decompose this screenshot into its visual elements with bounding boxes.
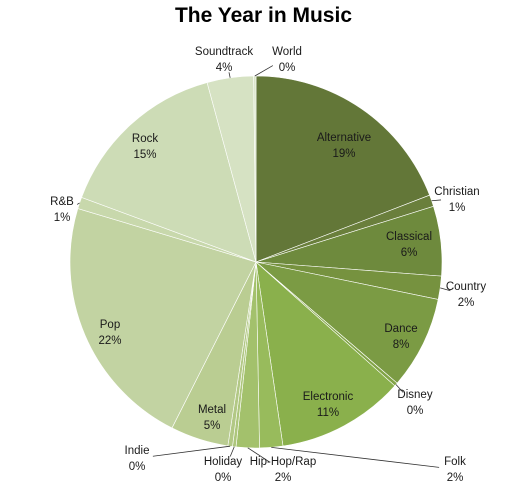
slice-percent-indie: 0% <box>129 461 146 473</box>
slice-percent-pop: 22% <box>98 335 121 347</box>
leader-line-r-b <box>76 202 80 205</box>
pie-slice-world <box>253 75 257 263</box>
slice-label-electronic: Electronic <box>303 391 354 403</box>
slice-percent-classical: 6% <box>401 247 418 259</box>
leader-line-country <box>440 287 451 292</box>
slice-label-folk: Folk <box>444 456 466 468</box>
slice-label-christian: Christian <box>434 186 479 198</box>
leader-line-folk <box>271 446 440 468</box>
slice-percent-dance: 8% <box>393 339 410 351</box>
chart-title: The Year in Music <box>174 4 352 27</box>
pie-slice-alternative <box>255 75 430 263</box>
slice-percent-rock: 15% <box>133 149 156 161</box>
pie-slice-pop <box>69 208 257 429</box>
slice-label-alternative: Alternative <box>317 132 371 144</box>
slice-label-world: World <box>272 46 302 58</box>
leader-line-christian <box>431 199 442 202</box>
pie-slice-rock <box>81 82 257 263</box>
slice-label-country: Country <box>446 281 487 293</box>
pie-slice-electronic <box>255 261 396 447</box>
slice-label-soundtrack: Soundtrack <box>195 46 253 58</box>
leader-line-holiday <box>229 446 235 457</box>
slice-percent-metal: 5% <box>204 420 221 432</box>
slice-percent-folk: 2% <box>447 472 464 484</box>
slice-percent-world: 0% <box>279 62 296 74</box>
pie-slice-dance <box>254 261 439 384</box>
slice-percent-christian: 1% <box>449 202 466 214</box>
slice-percent-alternative: 19% <box>332 148 355 160</box>
slice-label-disney: Disney <box>397 389 432 401</box>
slice-percent-disney: 0% <box>407 405 424 417</box>
leader-line-indie <box>152 445 231 457</box>
slice-percent-r-b: 1% <box>54 212 71 224</box>
slice-percent-soundtrack: 4% <box>216 62 233 74</box>
slice-percent-electronic: 11% <box>317 407 339 419</box>
slice-label-r-b: R&B <box>50 196 74 208</box>
slice-label-dance: Dance <box>384 323 417 335</box>
slice-label-pop: Pop <box>100 319 120 331</box>
slice-label-hip-hop-rap: Hip-Hop/Rap <box>250 456 316 468</box>
slice-label-classical: Classical <box>386 231 432 243</box>
slice-percent-hip-hop-rap: 2% <box>275 472 292 484</box>
slice-percent-holiday: 0% <box>215 472 232 484</box>
leader-line-soundtrack <box>228 72 231 78</box>
slice-label-rock: Rock <box>132 133 158 145</box>
leader-line-disney <box>395 384 404 393</box>
slice-label-indie: Indie <box>125 445 150 457</box>
slice-percent-country: 2% <box>458 297 475 309</box>
leader-line-hip-hop-rap <box>247 447 270 463</box>
leader-line-world <box>254 65 274 77</box>
slice-label-holiday: Holiday <box>204 456 243 468</box>
slice-label-metal: Metal <box>198 404 226 416</box>
